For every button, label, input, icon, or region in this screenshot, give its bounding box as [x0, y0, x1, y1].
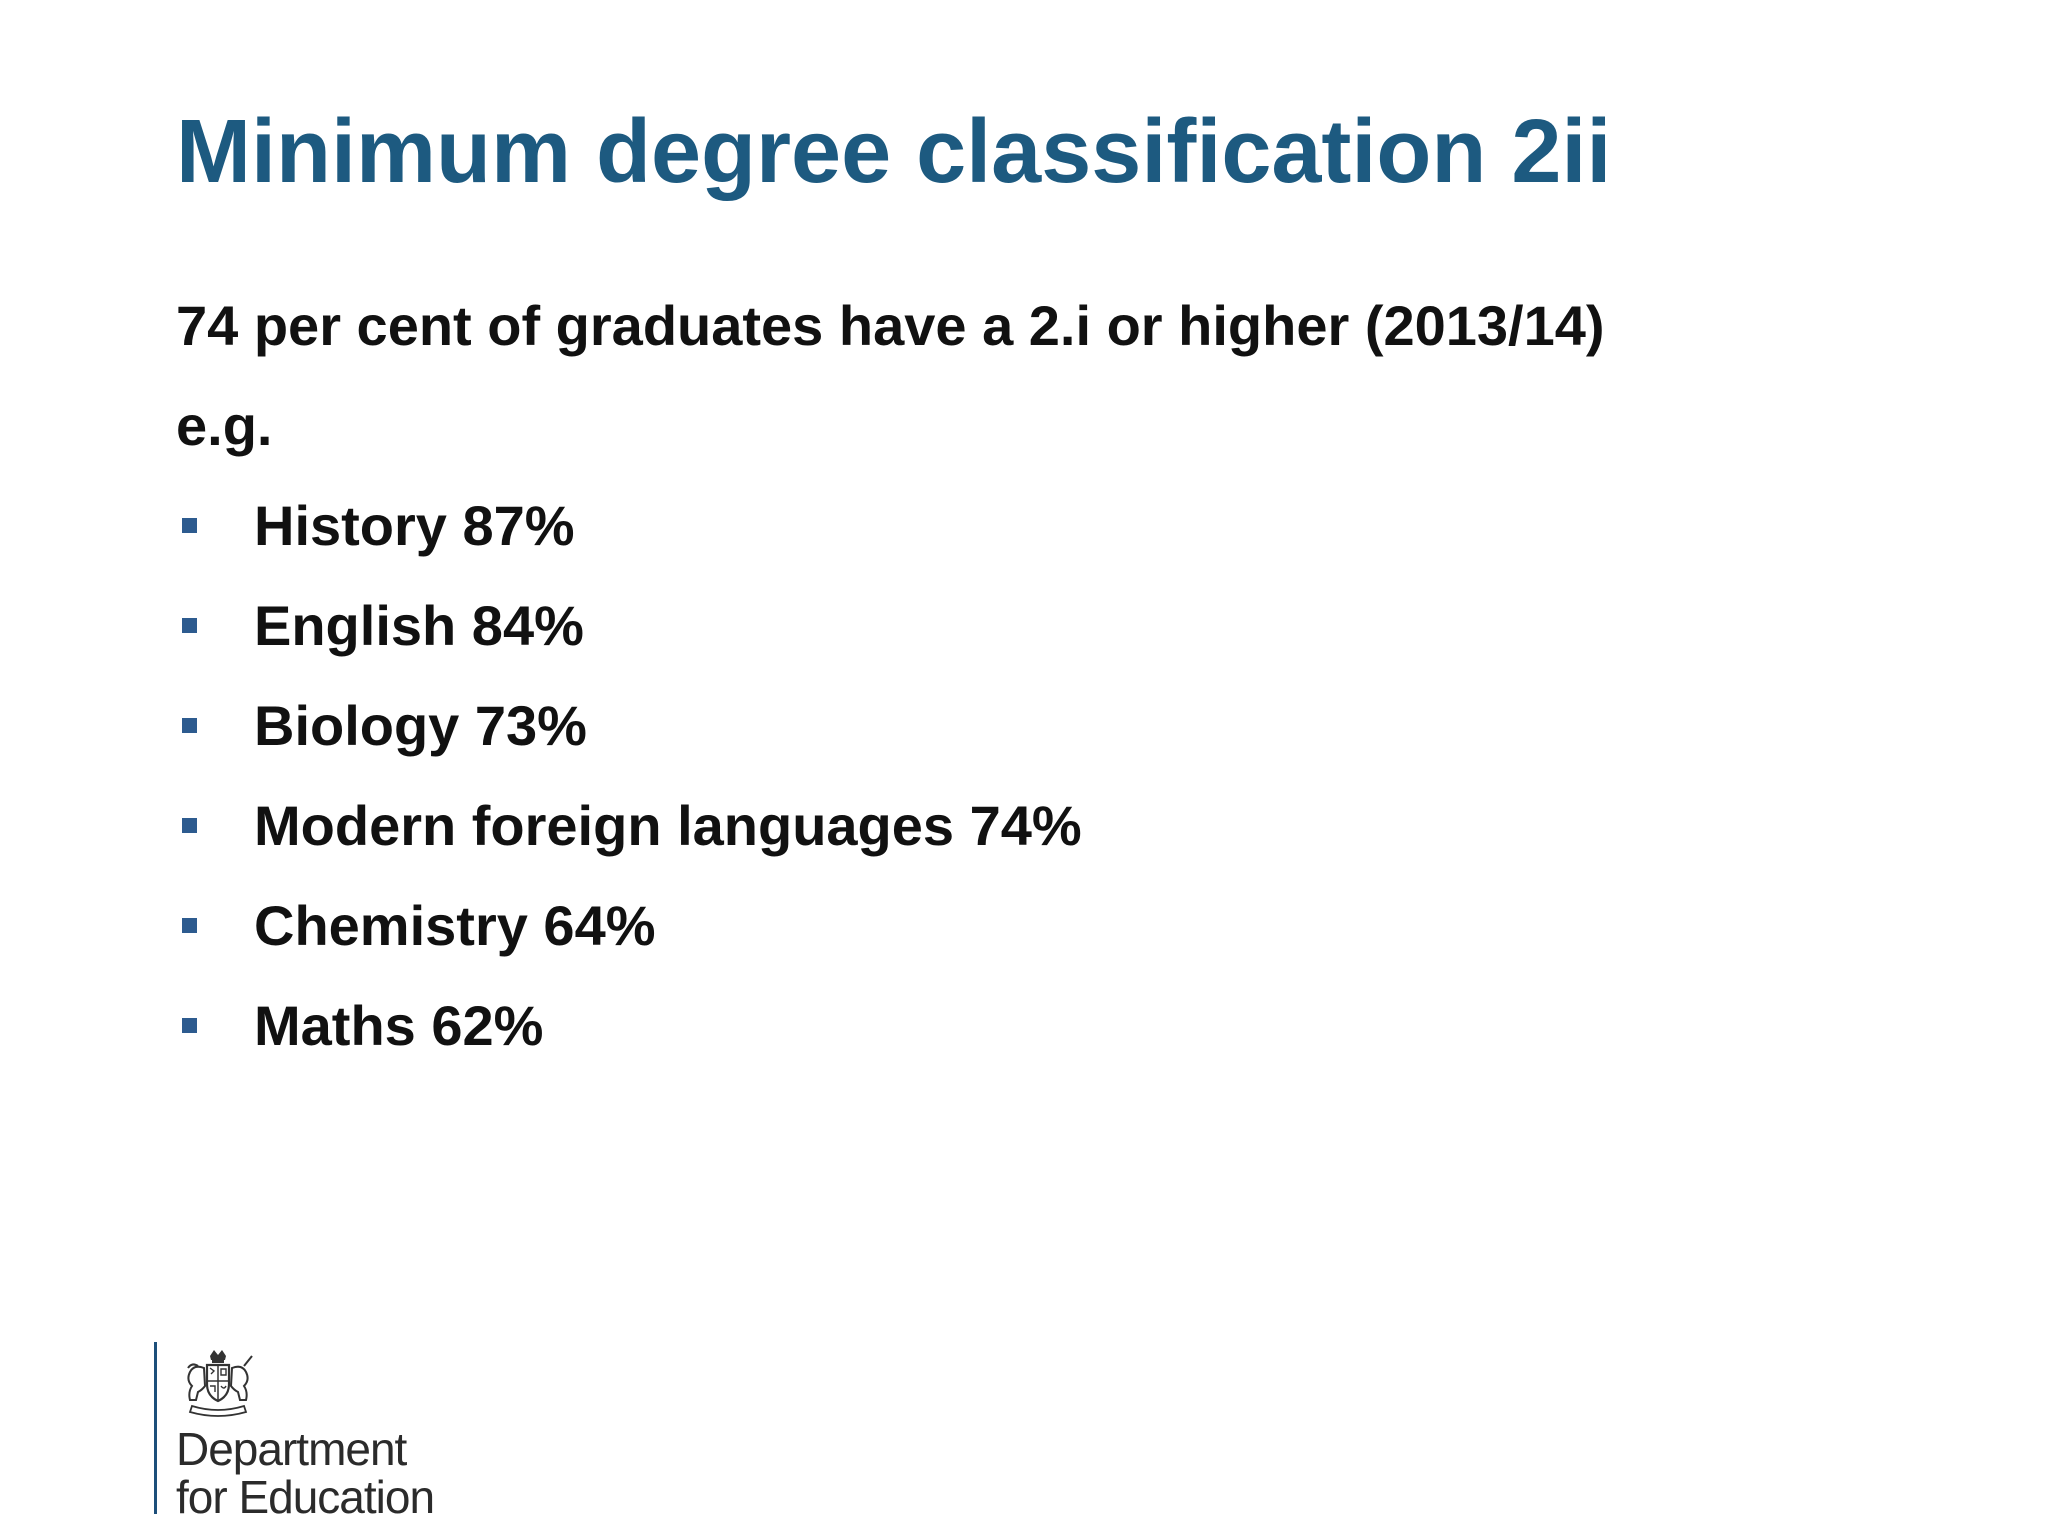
slide-subtitle: 74 per cent of graduates have a 2.i or h… [176, 294, 1605, 357]
list-item: Chemistry 64% [176, 893, 1082, 993]
square-bullet-icon [182, 1018, 197, 1033]
bullet-list: History 87% English 84% Biology 73% Mode… [176, 493, 1082, 1093]
list-item: History 87% [176, 493, 1082, 593]
slide-title: Minimum degree classification 2ii [176, 102, 1612, 202]
bullet-text: History 87% [254, 494, 575, 557]
logo-divider [154, 1342, 157, 1514]
square-bullet-icon [182, 518, 197, 533]
list-item: English 84% [176, 593, 1082, 693]
list-item: Maths 62% [176, 993, 1082, 1093]
bullet-text: Chemistry 64% [254, 894, 656, 957]
bullet-text: English 84% [254, 594, 584, 657]
bullet-text: Biology 73% [254, 694, 587, 757]
square-bullet-icon [182, 618, 197, 633]
royal-coat-of-arms-icon [187, 1350, 253, 1417]
list-item: Modern foreign languages 74% [176, 793, 1082, 893]
square-bullet-icon [182, 918, 197, 933]
bullet-text: Modern foreign languages 74% [254, 794, 1082, 857]
list-item: Biology 73% [176, 693, 1082, 793]
bullet-text: Maths 62% [254, 994, 544, 1057]
square-bullet-icon [182, 818, 197, 833]
logo-line-department: Department [176, 1423, 407, 1475]
example-label: e.g. [176, 394, 273, 457]
department-for-education-logo: Department for Education [154, 1342, 474, 1522]
square-bullet-icon [182, 718, 197, 733]
logo-line-for-education: for Education [176, 1471, 435, 1523]
